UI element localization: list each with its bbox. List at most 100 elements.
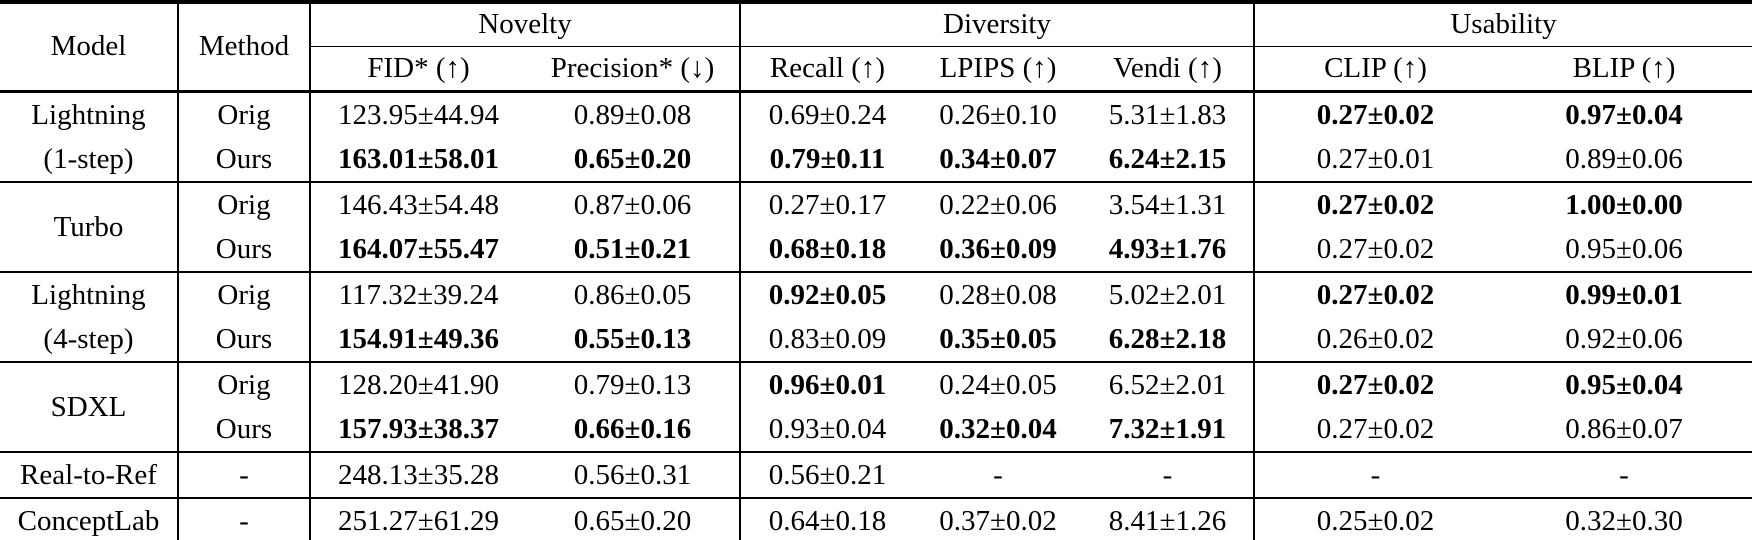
metric-value-cell: 7.32±1.91 (1108, 412, 1227, 445)
metric-value-cell: 146.43±54.48 (309, 180, 526, 227)
model-cell: Lightning (4-step) (0, 270, 178, 362)
metric-value-cell: 128.20±41.90 (309, 360, 526, 407)
model-label: Lightning (31, 98, 146, 131)
col-header-clip: CLIP (↑) (1253, 46, 1497, 93)
metric-value-cell: 0.22±0.06 (914, 180, 1082, 227)
metric-value-cell: 0.26±0.10 (914, 90, 1082, 137)
model-label: SDXL (50, 390, 127, 423)
table-row: Ours 157.93±38.37 0.66±0.16 0.93±0.04 0.32±0… (0, 406, 1752, 452)
method-cell: - (177, 496, 310, 540)
table-row: Ours 154.91±49.36 0.55±0.13 0.83±0.09 0.35±0… (0, 316, 1752, 362)
metric-value-cell: 0.27±0.02 (1253, 90, 1497, 137)
table-body: Lightning (1-step) Orig 123.95±44.94 0.89±0.… (0, 90, 1752, 540)
metric-value-cell: 0.27±0.01 (1253, 136, 1497, 182)
method-cell: Orig (177, 180, 310, 227)
model-label: (4-step) (43, 322, 134, 355)
metric-value-cell: 0.35±0.05 (939, 322, 1057, 355)
col-header-fid: FID* (↑) (309, 46, 526, 93)
table-header-group-row: Model Method Novelty Diversity Usability (0, 2, 1752, 93)
metric-value-cell: 0.32±0.04 (939, 412, 1057, 445)
model-label: (1-step) (43, 142, 134, 175)
metric-value-cell: 0.27±0.02 (1253, 226, 1497, 272)
model-cell: ConceptLab (0, 496, 178, 540)
metric-value-cell: 0.28±0.08 (914, 270, 1082, 317)
metric-value-cell: 0.34±0.07 (939, 142, 1057, 175)
metric-value-cell: 0.89±0.08 (526, 90, 740, 137)
model-label: Real-to-Ref (20, 458, 157, 491)
table-row: SDXL Orig 128.20±41.90 0.79±0.13 0.96±0.01 0.… (0, 360, 1752, 452)
metric-value-cell: 0.27±0.17 (739, 180, 914, 227)
model-cell: SDXL (0, 360, 178, 452)
col-header-lpips: LPIPS (↑) (914, 46, 1082, 93)
metric-value-cell: 0.26±0.02 (1253, 316, 1497, 362)
metric-value-cell: - (1496, 450, 1752, 498)
metric-value-cell: 0.56±0.31 (526, 450, 740, 498)
metric-value-cell: 8.41±1.26 (1082, 496, 1255, 540)
col-group-novelty: Novelty (309, 2, 740, 47)
model-label: Lightning (31, 278, 146, 311)
method-cell: Ours (177, 136, 310, 182)
metric-value-cell: 251.27±61.29 (309, 496, 526, 540)
table-row: Turbo Orig 146.43±54.48 0.87±0.06 0.27±0.17 0… (0, 180, 1752, 272)
metric-value-cell: 154.91±49.36 (309, 316, 526, 362)
col-group-usability: Usability (1253, 2, 1752, 47)
col-header-model: Model (0, 2, 178, 93)
metric-value-cell: 0.95±0.04 (1496, 360, 1752, 407)
metric-value-cell: 0.93±0.04 (739, 406, 914, 452)
method-cell: Orig (177, 360, 310, 407)
model-label: Turbo (53, 210, 124, 243)
metric-value-cell: 0.99±0.01 (1496, 270, 1752, 317)
table-row: Lightning (4-step) Orig 117.32±39.24 0.86±0.… (0, 270, 1752, 362)
metric-value-cell: 1.00±0.00 (1496, 180, 1752, 227)
metric-value-cell: 0.97±0.04 (1496, 90, 1752, 137)
metric-value-cell: 0.66±0.16 (573, 412, 692, 445)
metric-value-cell: 0.27±0.02 (1253, 360, 1497, 407)
table-row: Real-to-Ref -248.13±35.28 0.56±0.31 0.56±0.… (0, 450, 1752, 498)
metric-value-cell: 0.79±0.13 (526, 360, 740, 407)
metric-value-cell: 6.52±2.01 (1082, 360, 1255, 407)
metric-value-cell: 0.65±0.20 (573, 142, 692, 175)
metric-value-cell: 0.89±0.06 (1565, 142, 1683, 175)
metric-value-cell: 0.95±0.06 (1565, 232, 1683, 265)
metric-value-cell: 0.25±0.02 (1253, 496, 1497, 540)
metric-value-cell: 248.13±35.28 (309, 450, 526, 498)
metric-value-cell: 0.69±0.24 (739, 90, 914, 137)
metric-value-cell: 0.55±0.13 (573, 322, 692, 355)
col-header-method: Method (177, 2, 310, 93)
method-cell: Orig (177, 90, 310, 137)
metric-value-cell: 3.54±1.31 (1082, 180, 1255, 227)
col-header-precision: Precision* (↓) (526, 46, 740, 93)
metric-value-cell: 0.96±0.01 (739, 360, 914, 407)
metric-value-cell: 0.24±0.05 (914, 360, 1082, 407)
metric-value-cell: 0.87±0.06 (526, 180, 740, 227)
metric-value-cell: 5.31±1.83 (1082, 90, 1255, 137)
metric-value-cell: 0.27±0.02 (1253, 406, 1497, 452)
col-header-vendi: Vendi (↑) (1082, 46, 1255, 93)
metric-value-cell: - (1253, 450, 1497, 498)
col-header-blip: BLIP (↑) (1496, 46, 1752, 93)
metric-value-cell: 0.83±0.09 (739, 316, 914, 362)
model-cell: Real-to-Ref (0, 450, 178, 498)
metric-value-cell: 6.24±2.15 (1108, 142, 1227, 175)
metric-value-cell: 0.86±0.05 (526, 270, 740, 317)
table-row: Ours 163.01±58.01 0.65±0.20 0.79±0.11 0.34±0… (0, 136, 1752, 182)
metric-value-cell: 0.68±0.18 (739, 226, 914, 272)
method-cell: Ours (177, 226, 310, 272)
metric-value-cell: 5.02±2.01 (1082, 270, 1255, 317)
table-row: Lightning (1-step) Orig 123.95±44.94 0.89±0.… (0, 90, 1752, 182)
metric-value-cell: 123.95±44.94 (309, 90, 526, 137)
col-group-diversity: Diversity (738, 2, 1255, 47)
metric-value-cell: 164.07±55.47 (309, 226, 526, 272)
table-row: Ours 164.07±55.47 0.51±0.21 0.68±0.18 0.36±0… (0, 226, 1752, 272)
col-header-recall: Recall (↑) (739, 46, 914, 93)
metric-value-cell: 0.32±0.30 (1496, 496, 1752, 540)
table-row: ConceptLab -251.27±61.29 0.65±0.20 0.64±0.1… (0, 496, 1752, 540)
metric-value-cell: 6.28±2.18 (1108, 322, 1227, 355)
metric-value-cell: 0.65±0.20 (526, 496, 740, 540)
method-cell: Ours (177, 316, 310, 362)
metric-value-cell: 4.93±1.76 (1108, 232, 1227, 265)
metric-value-cell: 0.92±0.05 (739, 270, 914, 317)
model-cell: Turbo (0, 180, 178, 272)
metric-value-cell: 163.01±58.01 (309, 136, 526, 182)
